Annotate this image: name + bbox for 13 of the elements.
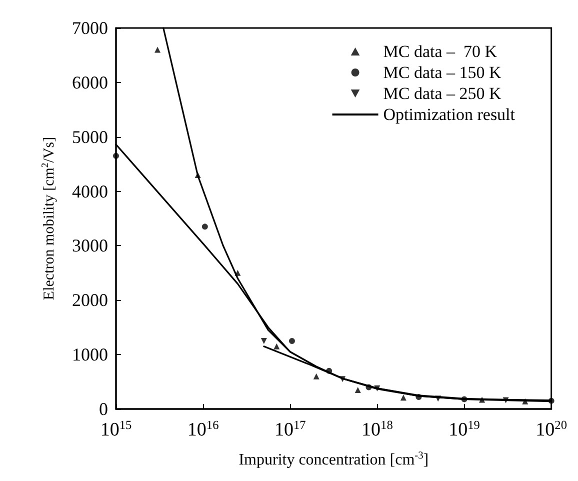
y-tick-label: 4000 xyxy=(72,181,108,202)
legend-label: MC data – 70 K xyxy=(383,42,498,61)
y-tick-label: 0 xyxy=(99,399,108,419)
y-axis-title: Electron mobility [cm2/Vs] xyxy=(40,136,58,300)
y-tick-label: 3000 xyxy=(72,236,108,256)
y-tick-label: 6000 xyxy=(72,72,108,92)
legend-label: MC data – 250 K xyxy=(383,84,502,103)
y-tick-label: 1000 xyxy=(72,344,108,365)
y-tick-label: 7000 xyxy=(72,18,108,38)
legend-label: Optimization result xyxy=(383,105,516,124)
y-tick-label: 2000 xyxy=(72,290,108,310)
legend-label: MC data – 150 K xyxy=(383,63,502,82)
y-tick-label: 5000 xyxy=(72,126,108,147)
